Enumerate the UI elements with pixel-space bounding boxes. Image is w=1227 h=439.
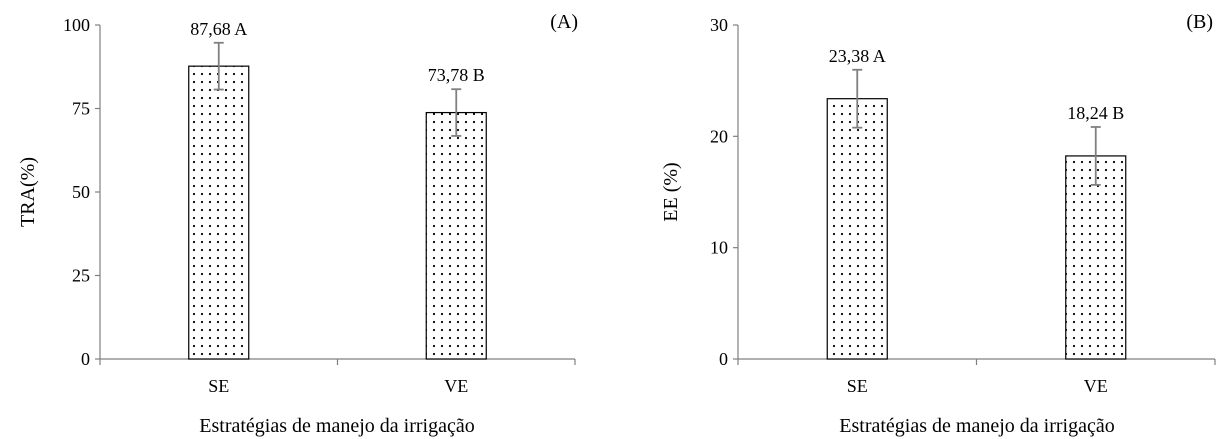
panel-label-a: (A) — [550, 11, 578, 33]
chart-panel-b: (B) EE (%) Estratégias de manejo da irri… — [660, 11, 1216, 437]
y-tick-label-a: 50 — [72, 182, 90, 202]
y-tick-label-b: 30 — [710, 15, 728, 35]
x-tick-label-a: VE — [444, 376, 468, 396]
data-label-b-se: 23,38 A — [829, 46, 886, 66]
x-tick-label-b: SE — [847, 376, 868, 396]
y-tick-label-a: 0 — [81, 349, 90, 369]
data-label-b-ve: 18,24 B — [1067, 103, 1124, 123]
data-label-a-ve: 73,78 B — [428, 65, 485, 85]
x-tick-label-a: SE — [208, 376, 229, 396]
x-axis-title-a: Estratégias de manejo da irrigação — [199, 415, 474, 437]
bar-a-ve — [425, 111, 487, 360]
y-tick-label-b: 0 — [719, 349, 728, 369]
y-axis-title-b: EE (%) — [660, 162, 682, 221]
y-tick-label-a: 25 — [72, 266, 90, 286]
y-tick-label-a: 75 — [72, 99, 90, 119]
bar-b-ve — [1065, 155, 1127, 360]
data-label-a-se: 87,68 A — [190, 19, 247, 39]
y-tick-label-a: 100 — [63, 15, 90, 35]
chart-panel-a: (A) TRA(%) Estratégias de manejo da irri… — [17, 11, 578, 437]
x-axis-title-b: Estratégias de manejo da irrigação — [839, 415, 1114, 437]
y-tick-label-b: 10 — [710, 238, 728, 258]
bar-a-se — [188, 65, 250, 360]
x-tick-label-b: VE — [1084, 376, 1108, 396]
y-tick-label-b: 20 — [710, 126, 728, 146]
y-axis-title-a: TRA(%) — [17, 157, 39, 227]
panel-label-b: (B) — [1186, 11, 1213, 33]
bar-b-se — [826, 98, 888, 360]
